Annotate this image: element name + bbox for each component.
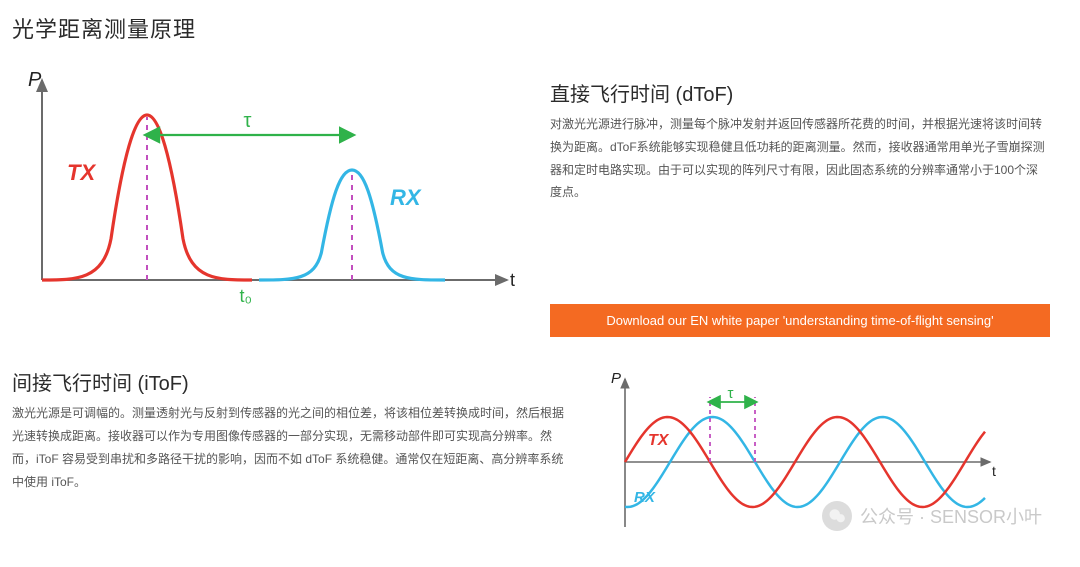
- svg-text:P: P: [28, 69, 42, 91]
- svg-text:τ: τ: [728, 385, 734, 402]
- dtof-body: 对激光光源进行脉冲，测量每个脉冲发射并返回传感器所花费的时间，并根据光速将该时间…: [550, 113, 1050, 204]
- svg-text:τ: τ: [244, 110, 252, 132]
- svg-text:P: P: [611, 370, 621, 387]
- dtof-title: 直接飞行时间 (dToF): [550, 78, 1050, 107]
- row-dtof: Pt τ TX RX t₀ 直接飞行时间 (dToF) 对激光光源进行脉冲，测量每个脉冲…: [12, 50, 1050, 337]
- svg-text:t: t: [510, 270, 515, 290]
- itof-title: 间接飞行时间 (iToF): [12, 367, 572, 396]
- svg-text:RX: RX: [634, 489, 656, 506]
- svg-text:RX: RX: [390, 185, 422, 210]
- chart-dtof: Pt τ TX RX t₀: [12, 50, 522, 337]
- page-title: 光学距离测量原理: [12, 12, 1050, 44]
- chart-itof: PtτTXRX 公众号 · SENSOR小叶: [600, 367, 1050, 537]
- svg-text:t₀: t₀: [240, 286, 252, 306]
- svg-text:t: t: [992, 463, 996, 479]
- svg-text:TX: TX: [67, 160, 96, 185]
- svg-text:TX: TX: [648, 432, 670, 449]
- row-itof: 间接飞行时间 (iToF) 激光光源是可调幅的。测量透射光与反射到传感器的光之间…: [12, 355, 1050, 537]
- download-button[interactable]: Download our EN white paper 'understandi…: [550, 304, 1050, 337]
- itof-body: 激光光源是可调幅的。测量透射光与反射到传感器的光之间的相位差，将该相位差转换成时…: [12, 402, 572, 493]
